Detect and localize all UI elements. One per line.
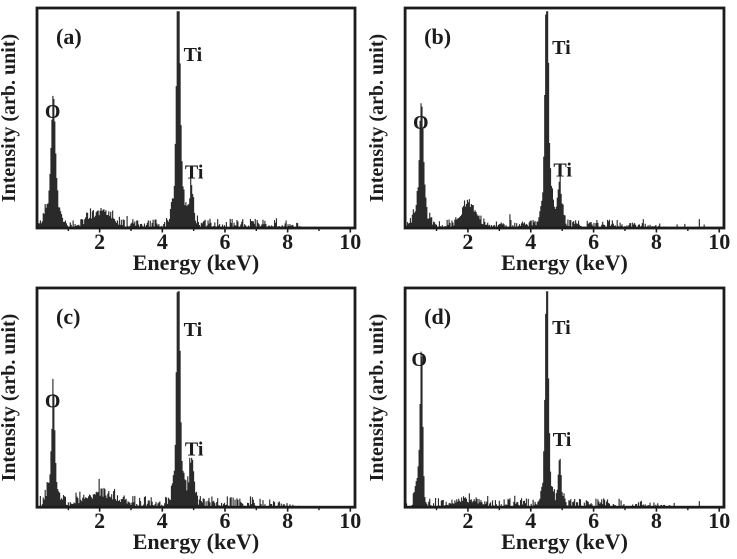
peak-label-ti: Ti [553,429,572,451]
peak-label-o: O [413,112,429,134]
x-tick-label: 8 [651,508,662,533]
peak-label-ti: Ti [185,162,204,184]
x-tick-label: 2 [462,508,473,533]
peak-label-o: O [411,349,427,371]
eds-spectrum-chart: 2 4 6 8 10 Energy (keV) Intensity (arb. unit) (… [368,6,730,275]
x-tick-label: 6 [588,508,599,533]
y-axis-title: Intensity (arb. unit) [0,34,20,202]
eds-panel-d: 2 4 6 8 10 Energy (keV) Intensity (arb. unit) (… [368,280,737,559]
peak-label-ti: Ti [184,44,203,66]
plot-frame [403,6,726,230]
eds-spectrum-chart: 2 4 6 8 10 Energy (keV) Intensity (arb. unit) (… [0,6,361,275]
x-tick-label: 2 [94,229,105,254]
eds-panel-a: 2 4 6 8 10 Energy (keV) Intensity (arb. unit) (… [0,0,368,280]
eds-panel-b: 2 4 6 8 10 Energy (keV) Intensity (arb. unit) (… [368,0,737,280]
plot-frame [403,286,726,509]
peak-label-ti: Ti [552,37,571,59]
eds-spectrum-chart: 2 4 6 8 10 Energy (keV) Intensity (arb. unit) (… [368,286,730,554]
panel-letter: (c) [56,304,80,329]
y-axis-title: Intensity (arb. unit) [368,314,388,482]
y-axis-title: Intensity (arb. unit) [0,314,20,482]
x-tick-label: 6 [219,508,230,533]
x-axis-title: Energy (keV) [501,529,628,554]
x-tick-label: 10 [708,508,730,533]
x-tick-label: 6 [219,229,230,254]
plot-frame [35,286,357,509]
x-tick-label: 2 [94,508,105,533]
x-axis-title: Energy (keV) [133,250,259,275]
x-tick-label: 8 [282,508,293,533]
peak-label-ti: Ti [185,439,204,461]
panel-letter: (d) [424,304,451,329]
peak-label-ti: Ti [552,317,571,339]
eds-spectrum-chart: 2 4 6 8 10 Energy (keV) Intensity (arb. unit) (… [0,286,361,554]
panel-letter: (a) [56,24,82,49]
x-tick-label: 10 [708,229,730,254]
x-axis-title: Energy (keV) [133,529,259,554]
x-tick-label: 8 [282,229,293,254]
x-tick-label: 8 [651,229,662,254]
x-tick-label: 10 [339,229,361,254]
x-tick-label: 10 [339,508,361,533]
x-tick-label: 4 [157,229,168,254]
eds-panel-c: 2 4 6 8 10 Energy (keV) Intensity (arb. unit) (… [0,280,368,559]
peak-label-o: O [45,101,61,123]
peak-label-o: O [45,390,61,412]
x-tick-label: 4 [157,508,168,533]
y-axis-title: Intensity (arb. unit) [368,34,388,202]
plot-frame [35,6,357,230]
x-tick-label: 4 [525,508,536,533]
x-tick-label: 4 [525,229,536,254]
x-tick-label: 6 [588,229,599,254]
panel-letter: (b) [424,24,451,49]
peak-label-ti: Ti [553,159,572,181]
x-tick-label: 2 [462,229,473,254]
x-axis-title: Energy (keV) [501,250,628,275]
peak-label-ti: Ti [184,319,203,341]
